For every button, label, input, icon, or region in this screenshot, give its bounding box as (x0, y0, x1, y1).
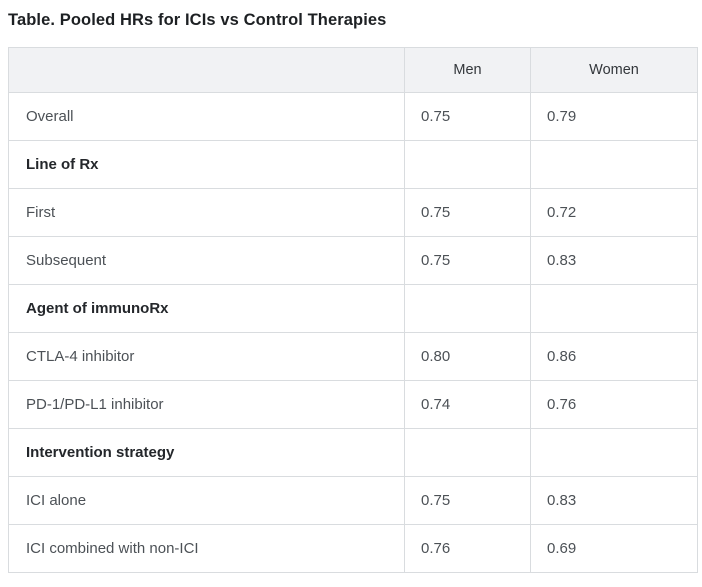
column-header-men: Men (404, 47, 531, 93)
table-row: CTLA-4 inhibitor 0.80 0.86 (8, 332, 698, 381)
cell-women: 0.79 (530, 92, 698, 141)
table-row: ICI combined with non-ICI 0.76 0.69 (8, 524, 698, 573)
cell-women: 0.86 (530, 332, 698, 381)
table-row: ICI alone 0.75 0.83 (8, 476, 698, 525)
cell-men: 0.74 (404, 380, 531, 429)
column-header-women: Women (530, 47, 698, 93)
cell-women (530, 284, 698, 333)
pooled-hr-table: Men Women Overall 0.75 0.79 Line of Rx F… (8, 47, 698, 573)
row-label: Subsequent (8, 236, 405, 285)
table-header-row: Men Women (8, 47, 698, 93)
row-label: First (8, 188, 405, 237)
table-row: PD-1/PD-L1 inhibitor 0.74 0.76 (8, 380, 698, 429)
row-label: Overall (8, 92, 405, 141)
row-label: CTLA-4 inhibitor (8, 332, 405, 381)
table-row: First 0.75 0.72 (8, 188, 698, 237)
cell-women: 0.76 (530, 380, 698, 429)
table-row: Intervention strategy (8, 428, 698, 477)
cell-women: 0.83 (530, 476, 698, 525)
column-header-blank (8, 47, 405, 93)
cell-men: 0.75 (404, 92, 531, 141)
cell-men: 0.75 (404, 236, 531, 285)
row-label: ICI combined with non-ICI (8, 524, 405, 573)
cell-women (530, 428, 698, 477)
row-label: ICI alone (8, 476, 405, 525)
cell-women: 0.72 (530, 188, 698, 237)
table-row: Subsequent 0.75 0.83 (8, 236, 698, 285)
cell-men: 0.75 (404, 188, 531, 237)
row-label: Line of Rx (8, 140, 405, 189)
cell-men: 0.75 (404, 476, 531, 525)
cell-women: 0.69 (530, 524, 698, 573)
cell-men: 0.76 (404, 524, 531, 573)
cell-women (530, 140, 698, 189)
table-header: Men Women (8, 47, 698, 93)
cell-men (404, 428, 531, 477)
cell-men (404, 140, 531, 189)
table-row: Line of Rx (8, 140, 698, 189)
row-label: Intervention strategy (8, 428, 405, 477)
table-row: Agent of immunoRx (8, 284, 698, 333)
cell-men: 0.80 (404, 332, 531, 381)
row-label: PD-1/PD-L1 inhibitor (8, 380, 405, 429)
cell-men (404, 284, 531, 333)
row-label: Agent of immunoRx (8, 284, 405, 333)
table-row: Overall 0.75 0.79 (8, 92, 698, 141)
table-body: Overall 0.75 0.79 Line of Rx First 0.75 … (8, 92, 698, 573)
page-title: Table. Pooled HRs for ICIs vs Control Th… (8, 11, 387, 29)
page: Table. Pooled HRs for ICIs vs Control Th… (8, 11, 698, 573)
cell-women: 0.83 (530, 236, 698, 285)
